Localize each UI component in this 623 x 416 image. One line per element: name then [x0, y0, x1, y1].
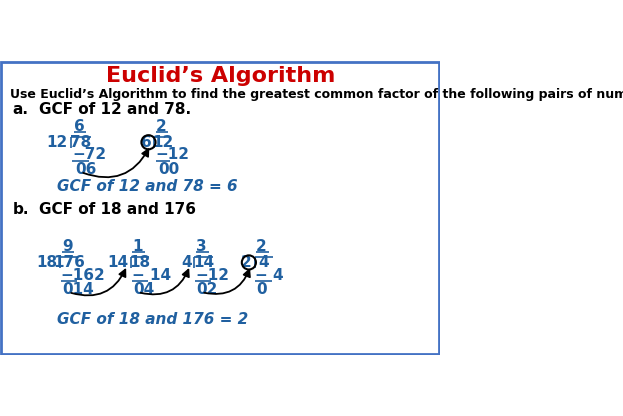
Text: GCF of 12 and 78 = 6: GCF of 12 and 78 = 6: [57, 179, 237, 194]
Text: 0: 0: [257, 282, 267, 297]
Text: −162: −162: [61, 267, 105, 282]
Text: 1: 1: [133, 239, 143, 255]
Text: −72: −72: [72, 147, 107, 163]
Text: 12: 12: [152, 135, 173, 150]
Text: − 14: − 14: [131, 267, 171, 282]
Text: 12: 12: [47, 135, 68, 150]
Text: 14: 14: [193, 255, 214, 270]
Text: 18: 18: [36, 255, 57, 270]
FancyArrowPatch shape: [83, 149, 148, 177]
Text: 9: 9: [62, 239, 72, 255]
Text: b.: b.: [12, 202, 29, 217]
FancyArrowPatch shape: [141, 270, 189, 295]
Text: 6: 6: [141, 135, 151, 150]
Text: 14: 14: [107, 255, 128, 270]
Text: 2: 2: [156, 119, 166, 134]
Text: − 4: − 4: [255, 267, 284, 282]
FancyArrowPatch shape: [71, 270, 125, 295]
Text: 2: 2: [241, 255, 252, 270]
Text: Euclid’s Algorithm: Euclid’s Algorithm: [105, 67, 335, 87]
Text: 18: 18: [130, 255, 151, 270]
Text: 04: 04: [133, 282, 154, 297]
Text: 4: 4: [259, 255, 269, 270]
Text: GCF of 18 and 176: GCF of 18 and 176: [39, 202, 196, 217]
Text: GCF of 12 and 78.: GCF of 12 and 78.: [39, 102, 191, 116]
Text: 4: 4: [181, 255, 192, 270]
Text: Use Euclid’s Algorithm to find the greatest common factor of the following pairs: Use Euclid’s Algorithm to find the great…: [10, 88, 623, 102]
Text: 02: 02: [197, 282, 218, 297]
Text: 014: 014: [62, 282, 94, 297]
FancyArrowPatch shape: [204, 270, 250, 294]
Text: 3: 3: [196, 239, 207, 255]
Text: a.: a.: [12, 102, 29, 116]
Text: 78: 78: [70, 135, 91, 150]
Text: 06: 06: [75, 161, 97, 177]
Text: 176: 176: [54, 255, 85, 270]
Text: −12: −12: [156, 147, 189, 163]
Text: 2: 2: [256, 239, 267, 255]
Text: 00: 00: [158, 161, 179, 177]
Text: GCF of 18 and 176 = 2: GCF of 18 and 176 = 2: [57, 312, 248, 327]
Text: 6: 6: [74, 119, 85, 134]
Text: −12: −12: [195, 267, 229, 282]
